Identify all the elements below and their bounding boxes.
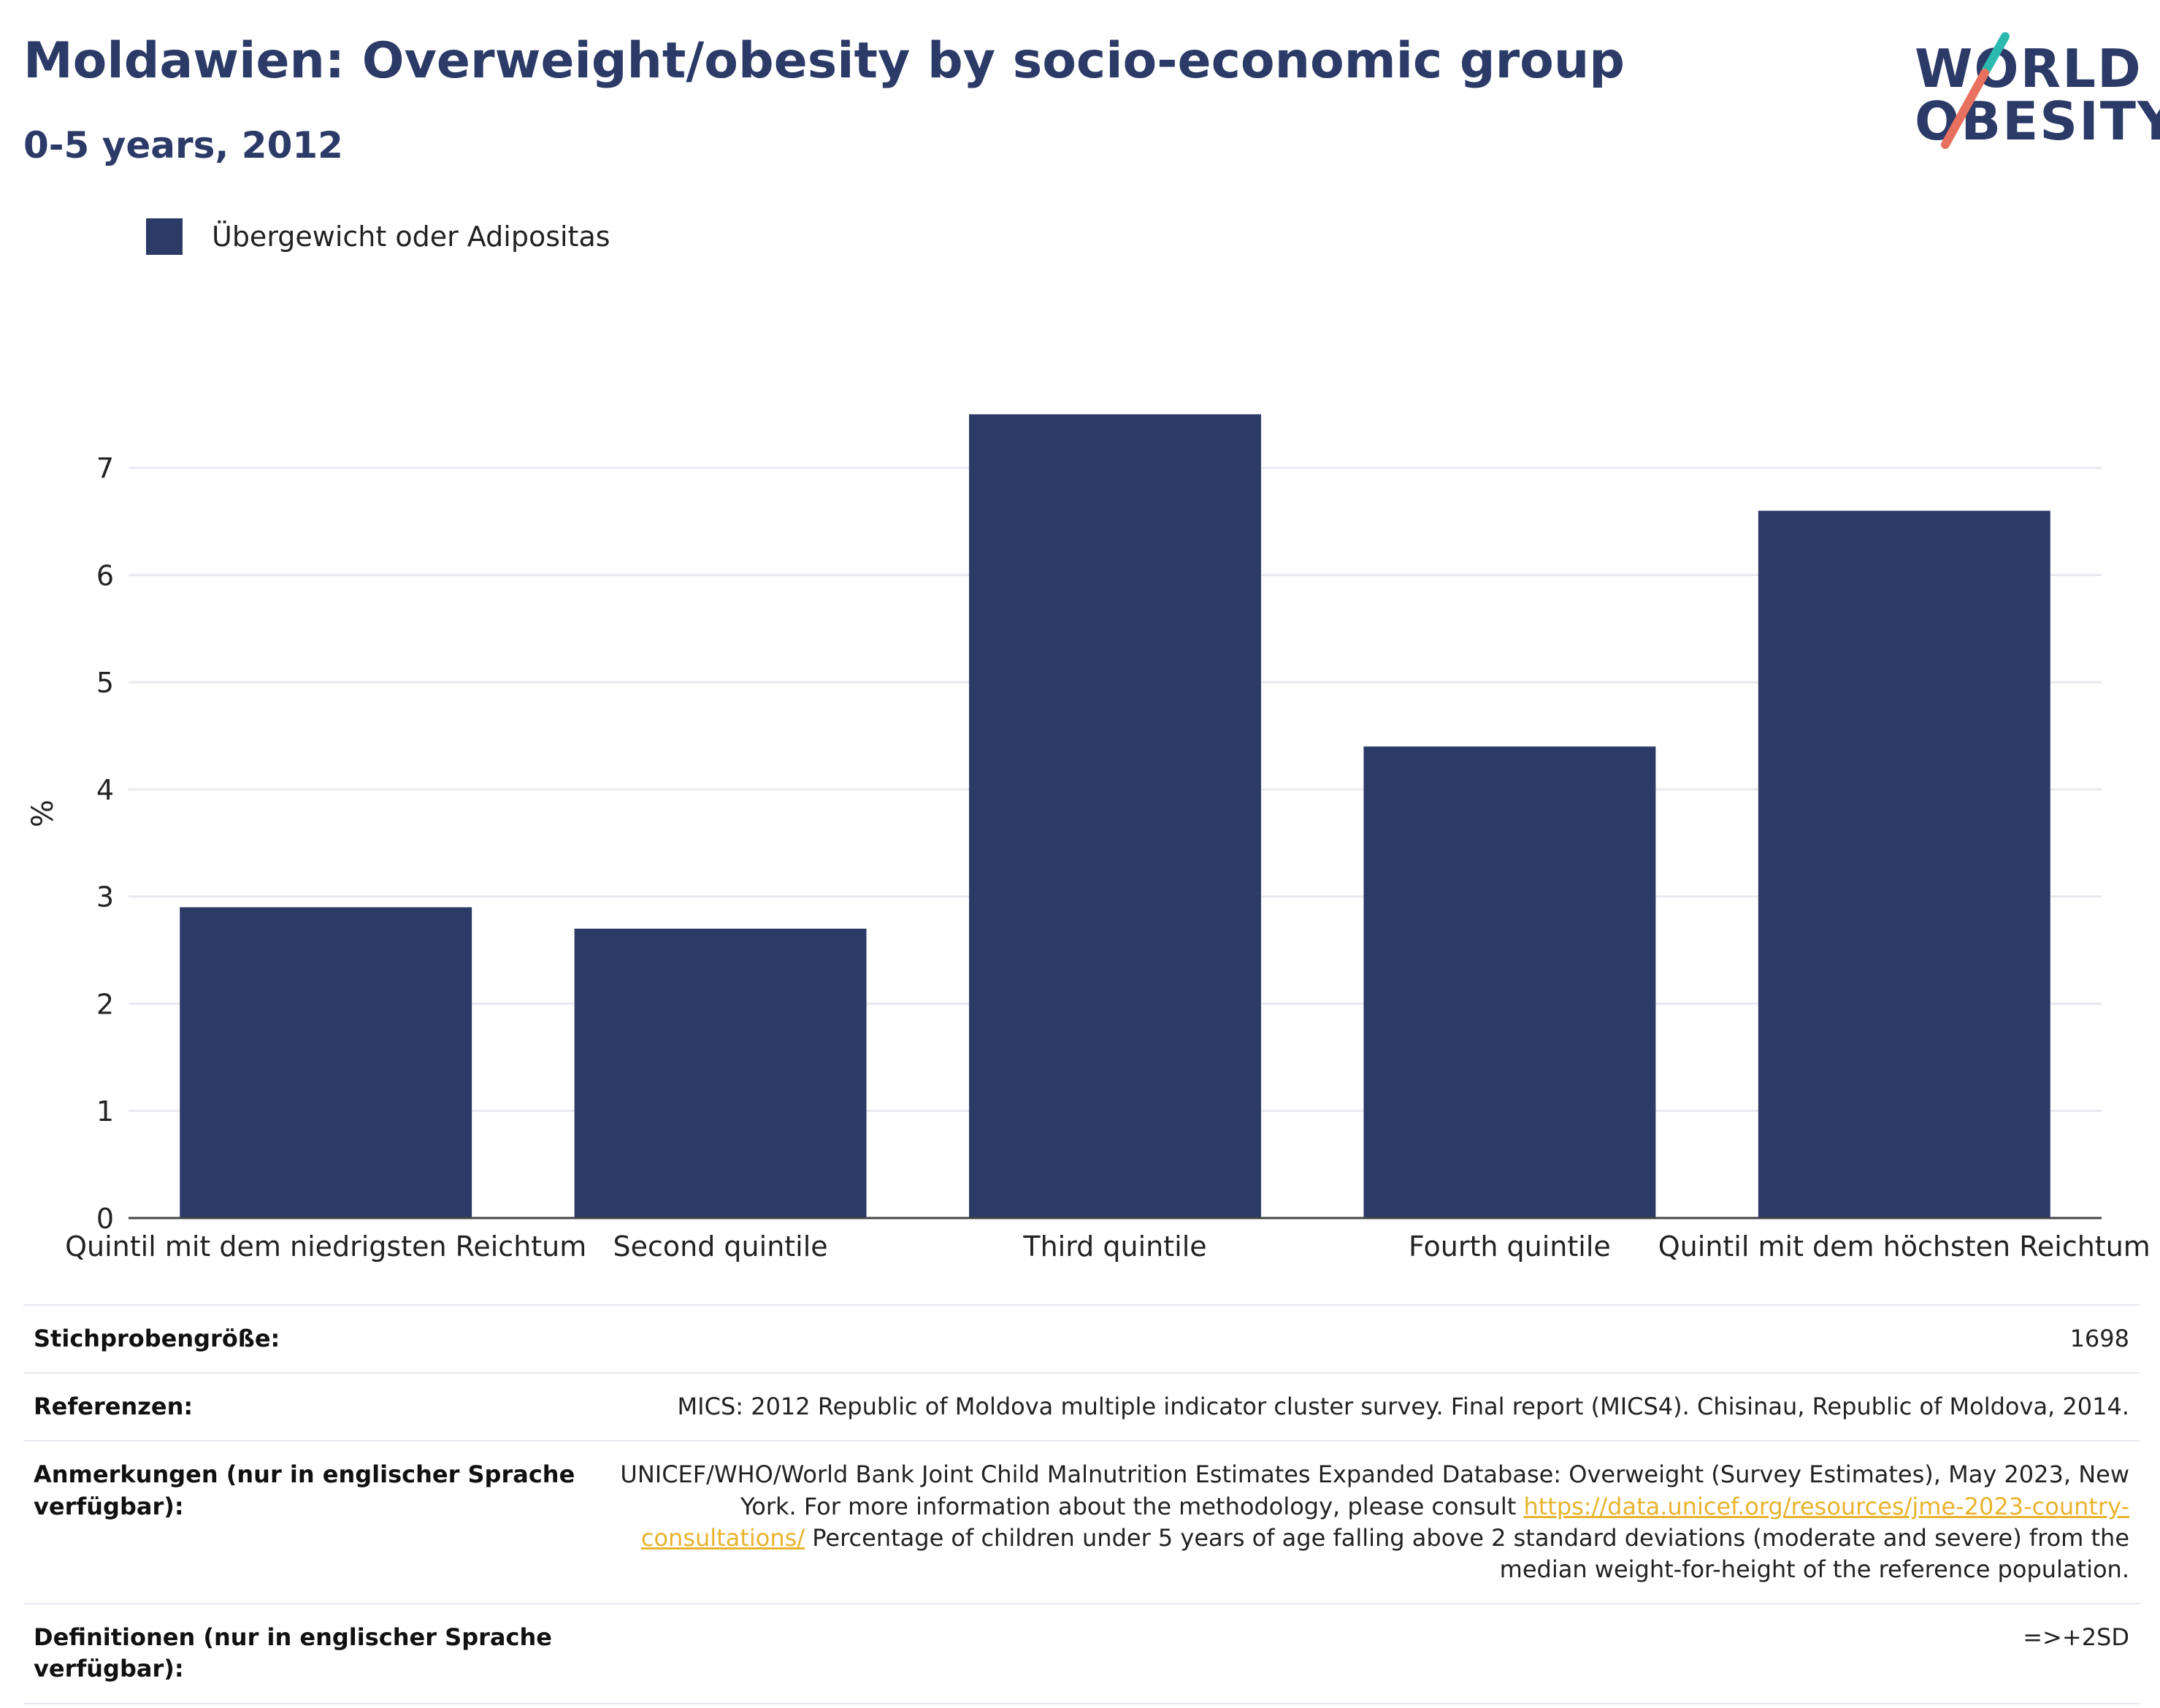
logo-line-world: WORLD — [1915, 38, 2142, 99]
chart-title: Moldawien: Overweight/obesity by socio-e… — [23, 32, 1625, 90]
bar[interactable] — [574, 928, 867, 1218]
meta-row-definitions: Definitionen (nur in englischer Sprache … — [23, 1603, 2140, 1704]
y-tick-label: 5 — [96, 667, 114, 699]
meta-label: Anmerkungen (nur in englischer Sprache v… — [34, 1460, 575, 1520]
y-tick-label: 3 — [96, 881, 114, 914]
bar[interactable] — [180, 907, 472, 1218]
methodology-link[interactable]: https://data.unicef.org/resources/jme-20… — [640, 1492, 2129, 1552]
bar[interactable] — [969, 414, 1261, 1218]
meta-value: =>+2SD — [2023, 1623, 2129, 1652]
meta-label: Stichprobengröße: — [34, 1325, 280, 1352]
meta-row-references: Referenzen: MICS: 2012 Republic of Moldo… — [23, 1372, 2140, 1440]
x-tick-label: Second quintile — [613, 1230, 828, 1263]
meta-row-notes: Anmerkungen (nur in englischer Sprache v… — [23, 1440, 2140, 1603]
meta-label: Definitionen (nur in englischer Sprache … — [34, 1623, 552, 1683]
legend-label: Übergewicht oder Adipositas — [212, 221, 610, 253]
x-tick-label: Third quintile — [1022, 1230, 1206, 1263]
meta-row-sample-size: Stichprobengröße: 1698 — [23, 1304, 2140, 1372]
bar-chart: 0 1 2 3 4 5 6 7 Quintil mit dem niedrigsten Reic… — [26, 414, 2151, 1263]
legend-swatch — [146, 218, 183, 255]
world-obesity-logo: WORLD OBESITY — [1899, 29, 2160, 153]
y-tick-label: 4 — [96, 774, 114, 806]
meta-value: MICS: 2012 Republic of Moldova multiple … — [677, 1393, 2129, 1421]
metadata-table: Stichprobengröße: 1698 Referenzen: MICS:… — [23, 1304, 2140, 1704]
bar[interactable] — [1363, 746, 1656, 1218]
bar[interactable] — [1758, 510, 2050, 1218]
meta-label: Referenzen: — [34, 1393, 194, 1421]
y-tick-label: 6 — [96, 559, 114, 591]
x-tick-label: Fourth quintile — [1409, 1230, 1611, 1263]
y-tick-label: 2 — [96, 988, 114, 1020]
x-tick-label: Quintil mit dem niedrigsten Reichtum — [65, 1230, 586, 1263]
legend[interactable]: Übergewicht oder Adipositas — [146, 216, 610, 257]
y-axis-label: % — [26, 800, 60, 827]
x-tick-label: Quintil mit dem höchsten Reichtum — [1658, 1230, 2151, 1263]
y-tick-label: 0 — [96, 1203, 114, 1235]
notes-text-post: Percentage of children under 5 years of … — [805, 1523, 2129, 1583]
meta-value: 1698 — [2069, 1325, 2129, 1352]
chart-subtitle: 0-5 years, 2012 — [23, 124, 343, 166]
logo-slash-icon — [1941, 32, 2010, 149]
y-tick-label: 1 — [96, 1095, 114, 1127]
bar-layer — [180, 414, 2050, 1218]
meta-value: UNICEF/WHO/World Bank Joint Child Malnut… — [596, 1459, 2129, 1585]
y-tick-label: 7 — [96, 453, 114, 485]
notes-text-pre: UNICEF/WHO/World Bank Joint Child Malnut… — [620, 1460, 2129, 1520]
axis-layer: 0 1 2 3 4 5 6 7 Quintil mit dem niedrigsten Reic… — [26, 453, 2151, 1263]
